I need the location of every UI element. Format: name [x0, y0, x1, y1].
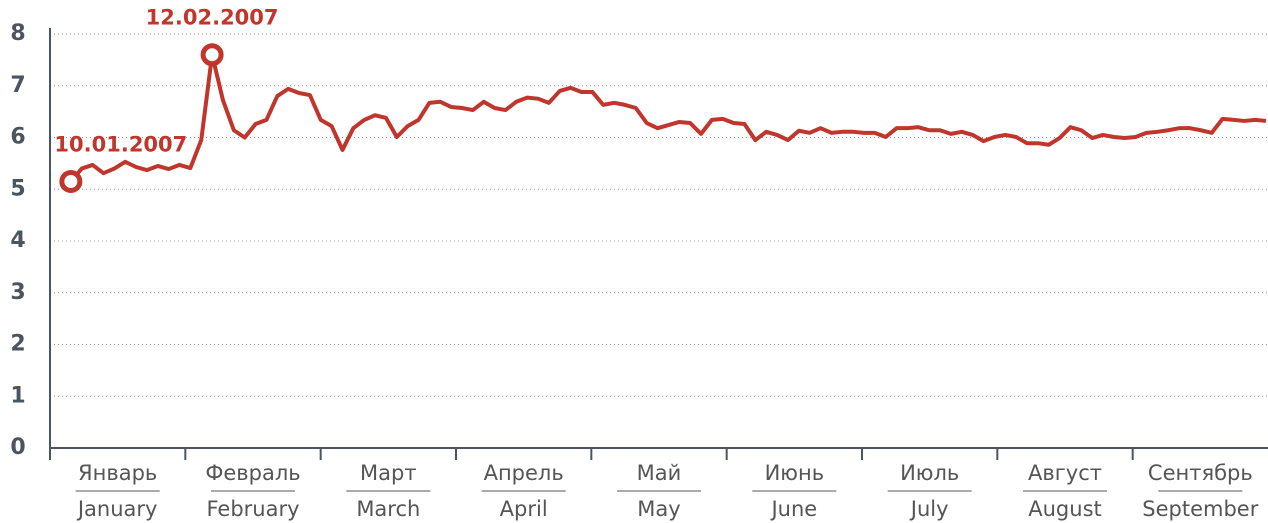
month-en: February	[206, 497, 299, 521]
month-en: June	[769, 497, 817, 521]
month-en: August	[1028, 497, 1102, 521]
annotation-marker	[59, 169, 83, 193]
month-ru: Апрель	[484, 461, 564, 485]
month-ru: Май	[637, 461, 682, 485]
y-tick-label: 4	[10, 228, 25, 253]
y-tick-label: 1	[10, 383, 25, 408]
month-en: May	[637, 497, 680, 521]
y-tick-label: 6	[10, 125, 25, 150]
month-en: January	[76, 497, 158, 521]
month-ru: Август	[1028, 461, 1102, 485]
y-tick-label: 7	[10, 73, 25, 98]
month-ru: Сентябрь	[1148, 461, 1253, 485]
y-tick-label: 3	[10, 280, 25, 305]
month-ru: Июль	[900, 461, 959, 485]
y-tick-label: 8	[10, 21, 25, 46]
month-ru: Март	[360, 461, 417, 485]
month-ru: Февраль	[205, 461, 300, 485]
y-tick-label: 2	[10, 332, 25, 357]
annotation-label: 10.01.2007	[54, 132, 187, 156]
month-en: September	[1142, 497, 1258, 521]
month-ru: Январь	[78, 461, 157, 485]
month-en: March	[356, 497, 420, 521]
y-tick-label: 0	[10, 435, 25, 460]
annotation-marker	[200, 43, 224, 67]
data-line	[59, 52, 1267, 184]
month-en: April	[500, 497, 548, 521]
month-ru: Июнь	[765, 461, 825, 485]
annotation-label: 12.02.2007	[146, 6, 279, 30]
month-en: July	[909, 497, 949, 521]
y-tick-label: 5	[10, 176, 25, 201]
